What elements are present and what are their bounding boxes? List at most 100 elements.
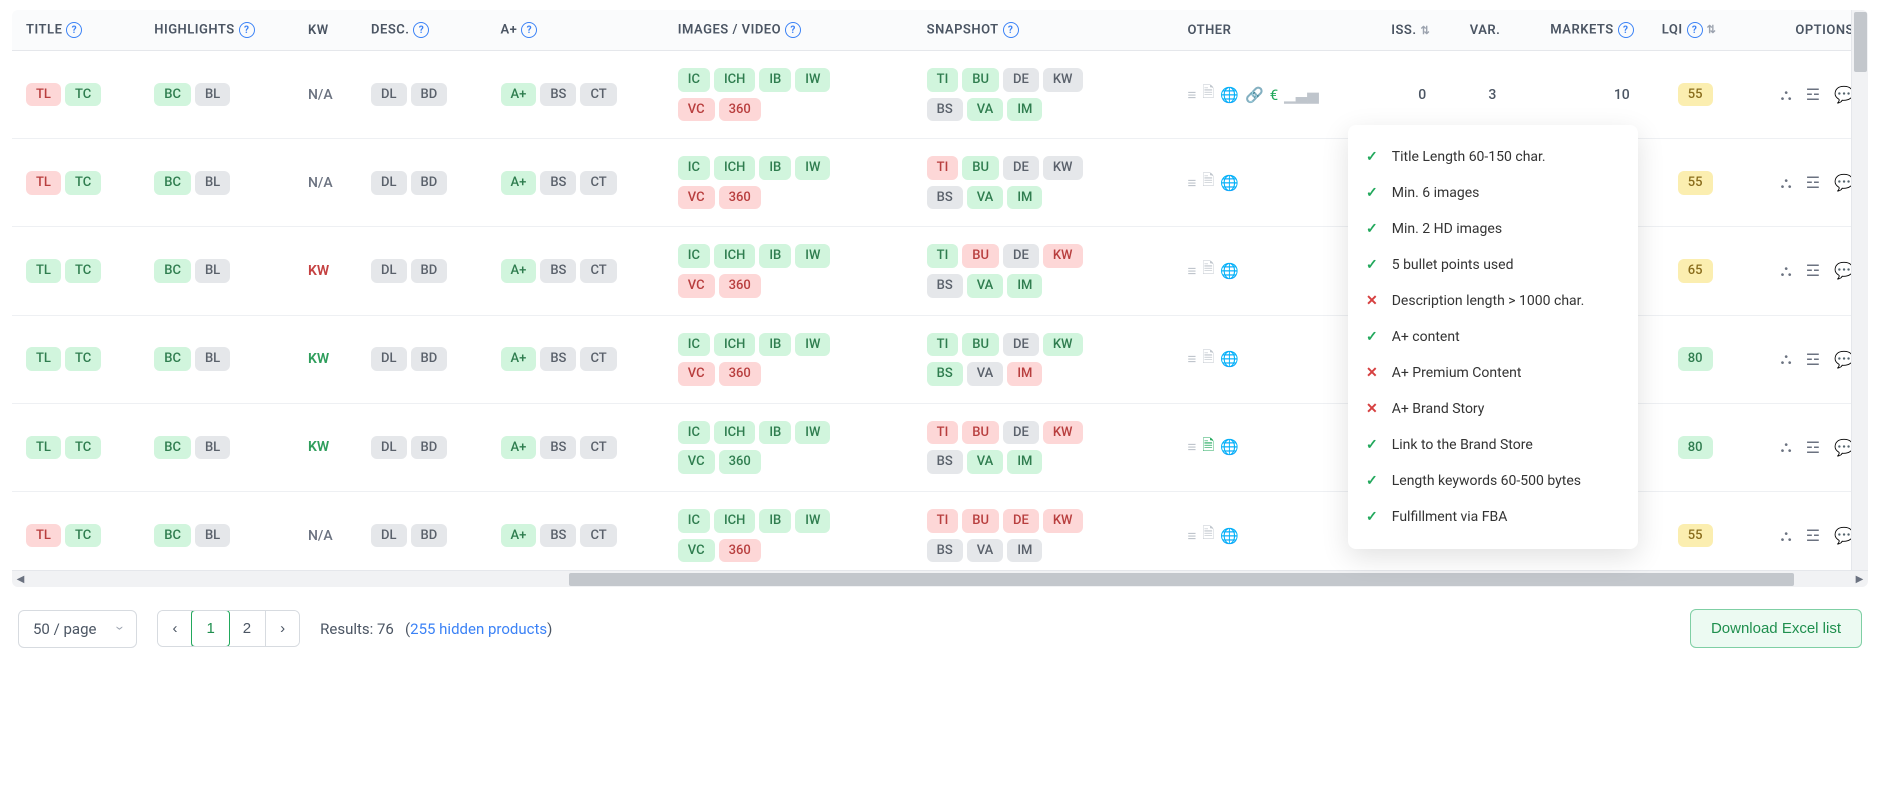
pill-tc[interactable]: TC [65, 171, 101, 195]
pill-360[interactable]: 360 [719, 274, 761, 298]
pill-ich[interactable]: ICH [714, 421, 755, 445]
pill-a+[interactable]: A+ [501, 171, 537, 195]
pill-iw[interactable]: IW [795, 509, 830, 533]
pill-ti[interactable]: TI [927, 421, 959, 445]
pill-bs[interactable]: BS [540, 259, 576, 283]
pill-de[interactable]: DE [1003, 156, 1039, 180]
pill-tl[interactable]: TL [26, 436, 61, 460]
page-2[interactable]: 2 [229, 611, 266, 646]
col-markets[interactable]: MARKETS? [1514, 10, 1647, 51]
sort-icon[interactable]: ⇅ [1421, 24, 1431, 37]
doc-icon[interactable]: 🗎 [1202, 82, 1214, 107]
pill-im[interactable]: IM [1007, 539, 1042, 563]
pill-bc[interactable]: BC [154, 171, 191, 195]
pill-tc[interactable]: TC [65, 347, 101, 371]
globe-icon[interactable]: 🌐 [1220, 350, 1239, 368]
scroll-thumb[interactable] [569, 573, 1794, 586]
list-icon[interactable]: ≡ [1188, 438, 1197, 456]
col-aplus[interactable]: A+? [487, 10, 664, 51]
pill-de[interactable]: DE [1003, 68, 1039, 92]
pill-bl[interactable]: BL [195, 524, 230, 548]
horizontal-scrollbar[interactable]: ◀ ▶ [12, 570, 1868, 587]
pill-kw[interactable]: KW [1043, 156, 1083, 180]
pill-ti[interactable]: TI [927, 68, 959, 92]
help-icon[interactable]: ? [413, 22, 429, 38]
col-highlights[interactable]: HIGHLIGHTS? [140, 10, 294, 51]
scroll-thumb-vertical[interactable] [1854, 12, 1867, 72]
pill-ct[interactable]: CT [580, 436, 616, 460]
list-icon[interactable]: ≡ [1188, 86, 1197, 104]
pill-iw[interactable]: IW [795, 244, 830, 268]
pill-va[interactable]: VA [967, 362, 1004, 386]
pill-de[interactable]: DE [1003, 244, 1039, 268]
page-next[interactable]: › [266, 611, 299, 646]
pill-bu[interactable]: BU [962, 509, 999, 533]
help-icon[interactable]: ? [785, 22, 801, 38]
help-icon[interactable]: ? [1003, 22, 1019, 38]
col-options[interactable]: OPTIONS [1747, 10, 1868, 51]
pill-a+[interactable]: A+ [501, 347, 537, 371]
pill-bs[interactable]: BS [927, 450, 963, 474]
pill-de[interactable]: DE [1003, 333, 1039, 357]
pill-bs[interactable]: BS [927, 274, 963, 298]
pill-tl[interactable]: TL [26, 524, 61, 548]
pill-bs[interactable]: BS [927, 186, 963, 210]
pill-bd[interactable]: BD [411, 259, 448, 283]
pill-iw[interactable]: IW [795, 333, 830, 357]
col-desc[interactable]: DESC.? [357, 10, 486, 51]
pill-im[interactable]: IM [1007, 98, 1042, 122]
pill-kw[interactable]: KW [1043, 421, 1083, 445]
scroll-right-arrow[interactable]: ▶ [1851, 571, 1868, 587]
pill-a+[interactable]: A+ [501, 259, 537, 283]
help-icon[interactable]: ? [66, 22, 82, 38]
list-icon[interactable]: ☲ [1806, 438, 1820, 457]
list-icon[interactable]: ≡ [1188, 350, 1197, 368]
pill-im[interactable]: IM [1007, 274, 1042, 298]
pill-ich[interactable]: ICH [714, 333, 755, 357]
pill-ib[interactable]: IB [759, 244, 791, 268]
pill-tc[interactable]: TC [65, 83, 101, 107]
list-icon[interactable]: ☲ [1806, 261, 1820, 280]
pill-bs[interactable]: BS [927, 98, 963, 122]
pill-ti[interactable]: TI [927, 333, 959, 357]
pill-bs[interactable]: BS [927, 539, 963, 563]
lqi-badge[interactable]: 55 [1678, 524, 1713, 548]
pill-bd[interactable]: BD [411, 171, 448, 195]
pill-vc[interactable]: VC [678, 186, 715, 210]
globe-icon[interactable]: 🌐 [1220, 527, 1239, 545]
pill-va[interactable]: VA [967, 186, 1004, 210]
help-icon[interactable]: ? [1618, 22, 1634, 38]
pill-bs[interactable]: BS [540, 347, 576, 371]
pill-bs[interactable]: BS [540, 171, 576, 195]
doc-icon[interactable]: 🗎 [1202, 258, 1214, 283]
pill-tl[interactable]: TL [26, 83, 61, 107]
group-icon[interactable]: ⛬ [1781, 526, 1792, 546]
pill-kw[interactable]: KW [1043, 68, 1083, 92]
pill-im[interactable]: IM [1007, 186, 1042, 210]
col-lqi[interactable]: LQI?⇅ [1648, 10, 1747, 51]
pill-ib[interactable]: IB [759, 68, 791, 92]
pill-dl[interactable]: DL [371, 171, 407, 195]
pill-im[interactable]: IM [1007, 362, 1042, 386]
lqi-badge[interactable]: 65 [1678, 259, 1713, 283]
pill-bc[interactable]: BC [154, 524, 191, 548]
pill-bc[interactable]: BC [154, 347, 191, 371]
page-prev[interactable]: ‹ [158, 611, 192, 646]
pill-vc[interactable]: VC [678, 274, 715, 298]
pill-va[interactable]: VA [967, 98, 1004, 122]
pill-tl[interactable]: TL [26, 347, 61, 371]
lqi-badge[interactable]: 55 [1678, 171, 1713, 195]
pill-tl[interactable]: TL [26, 171, 61, 195]
pill-ib[interactable]: IB [759, 509, 791, 533]
pill-360[interactable]: 360 [719, 98, 761, 122]
pill-bu[interactable]: BU [962, 68, 999, 92]
pill-bd[interactable]: BD [411, 347, 448, 371]
pill-ti[interactable]: TI [927, 509, 959, 533]
group-icon[interactable]: ⛬ [1781, 349, 1792, 369]
pill-bu[interactable]: BU [962, 333, 999, 357]
pill-bl[interactable]: BL [195, 347, 230, 371]
pill-ich[interactable]: ICH [714, 509, 755, 533]
pill-ct[interactable]: CT [580, 171, 616, 195]
vertical-scrollbar[interactable] [1851, 10, 1868, 570]
pill-ic[interactable]: IC [678, 333, 710, 357]
